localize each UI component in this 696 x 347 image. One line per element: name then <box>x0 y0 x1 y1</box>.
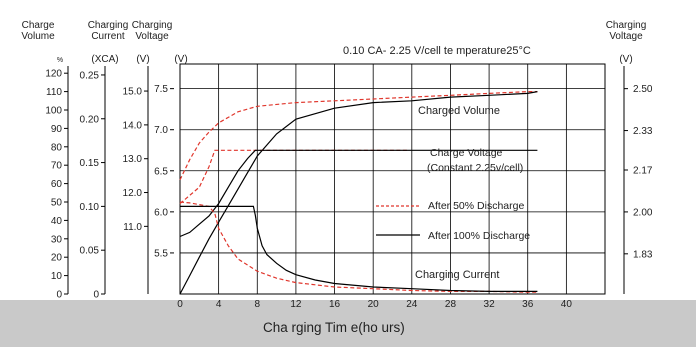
series-line-charged-volume-100 <box>179 91 538 295</box>
left-tick-label: 14.0 <box>123 120 143 131</box>
x-tick-label: 0 <box>177 299 183 310</box>
left-axis-header: Volume <box>21 31 55 42</box>
x-tick-label: 20 <box>368 299 380 310</box>
left-tick-label: 7.0 <box>154 125 168 136</box>
right-tick-label: 2.50 <box>633 84 653 95</box>
series-line-charging-current-100 <box>180 205 538 292</box>
right-tick-label: 2.17 <box>633 166 653 177</box>
left-tick-label: 7.5 <box>154 84 168 95</box>
annotation-charging-current: Charging Current <box>415 269 499 281</box>
left-tick-label: 6.0 <box>154 207 168 218</box>
left-tick-label: 6.5 <box>154 166 168 177</box>
left-axis-unit: (V) <box>136 54 149 65</box>
left-axis-header: Charging <box>88 20 129 31</box>
left-tick-label: 11.0 <box>123 222 142 233</box>
x-tick-label: 16 <box>329 299 341 310</box>
left-tick-label: 40 <box>51 216 63 227</box>
legend-label-100: After 100% Discharge <box>428 230 530 242</box>
annotation-charge-voltage-sub: (Constant 2.25v/cell) <box>427 162 523 174</box>
x-tick-label: 36 <box>522 299 534 310</box>
legend-label-50: After 50% Discharge <box>428 200 524 212</box>
left-tick-label: 30 <box>51 234 63 245</box>
left-tick-label: 60 <box>51 179 63 190</box>
x-tick-label: 32 <box>484 299 496 310</box>
annotation-charged-volume: Charged Volume <box>418 105 500 117</box>
left-tick-label: 120 <box>45 69 62 80</box>
left-tick-label: 100 <box>45 106 62 117</box>
left-tick-label: 50 <box>51 198 63 209</box>
left-axis-header: Charge <box>22 20 55 31</box>
series-line-charged-volume-50 <box>179 90 538 181</box>
x-tick-label: 40 <box>561 299 573 310</box>
left-tick-label: 0.10 <box>80 202 100 213</box>
x-tick-label: 12 <box>290 299 302 310</box>
left-tick-label: 13.0 <box>123 154 143 165</box>
left-axis-header: Current <box>91 31 125 42</box>
x-axis-label: Cha rging Tim e(ho urs) <box>263 320 405 335</box>
axes: 0 4 8 12 16 20 24 28 32 36 40 0 10 20 30 40 50 60 70 80 90 10… <box>21 20 653 310</box>
left-tick-label: 20 <box>51 253 63 264</box>
left-tick-label: 110 <box>46 87 62 98</box>
left-tick-label: 5.5 <box>154 248 168 259</box>
x-tick-label: 24 <box>406 299 418 310</box>
condition-text: 0.10 CA- 2.25 V/cell te mperature25°C <box>343 45 531 57</box>
left-tick-label: 90 <box>51 124 63 135</box>
right-axis-header: Voltage <box>609 31 643 42</box>
left-tick-label: 0 <box>56 290 62 301</box>
left-tick-label: 10 <box>51 271 63 282</box>
right-tick-label: 1.83 <box>633 249 653 260</box>
right-tick-label: 2.00 <box>633 207 653 218</box>
left-tick-label: 70 <box>51 161 63 172</box>
x-tick-label: 4 <box>216 299 222 310</box>
left-axis-unit: (V) <box>174 54 187 65</box>
left-axis-unit: % <box>57 57 63 64</box>
series <box>179 90 538 295</box>
bottom-band <box>0 300 696 347</box>
left-tick-label: 15.0 <box>123 87 143 98</box>
right-axis-unit: (V) <box>619 54 632 65</box>
left-axis-unit: (XCA) <box>91 54 118 65</box>
left-tick-label: 80 <box>51 142 63 153</box>
annotation-charge-voltage-title: Charge Voltage <box>430 147 503 159</box>
left-tick-label: 0.25 <box>80 70 100 81</box>
left-tick-label: 0.20 <box>80 114 100 125</box>
left-axis-header: Charging <box>132 20 173 31</box>
right-tick-label: 2.33 <box>633 126 653 137</box>
left-tick-label: 0.15 <box>80 158 100 169</box>
left-tick-label: 0 <box>93 290 99 301</box>
x-tick-label: 8 <box>254 299 260 310</box>
grid <box>179 63 606 295</box>
x-tick-label: 28 <box>445 299 457 310</box>
left-tick-label: 12.0 <box>123 188 143 199</box>
right-axis-header: Charging <box>606 20 647 31</box>
series-line-charge-voltage-100 <box>179 149 538 238</box>
left-axis-header: Voltage <box>135 31 169 42</box>
left-tick-label: 0.05 <box>80 246 100 257</box>
